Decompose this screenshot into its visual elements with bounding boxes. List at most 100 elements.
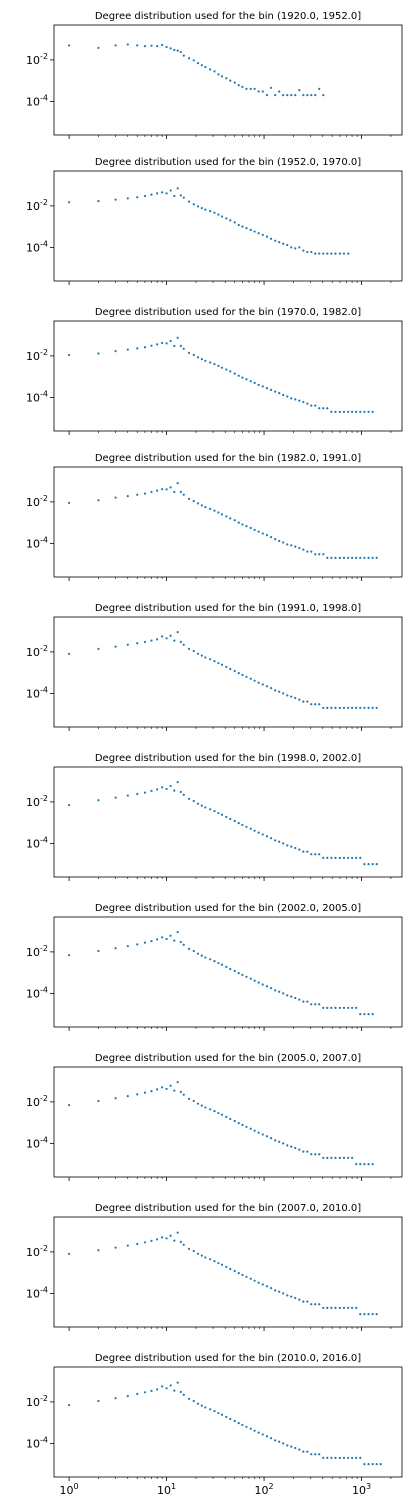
data-point <box>326 706 329 709</box>
data-point <box>143 346 147 349</box>
data-point <box>367 1463 370 1466</box>
data-point <box>294 247 297 250</box>
data-point <box>192 1399 195 1403</box>
subplot-title: Degree distribution used for the bin (20… <box>95 1053 361 1064</box>
data-point <box>204 656 207 659</box>
data-point <box>265 235 269 238</box>
data-point <box>359 1163 362 1166</box>
data-point <box>274 1139 277 1142</box>
data-point <box>245 1425 248 1428</box>
data-point <box>359 706 362 709</box>
data-point <box>334 252 337 255</box>
data-point <box>363 1313 366 1316</box>
data-point <box>347 556 350 559</box>
data-point <box>182 1243 185 1246</box>
data-point <box>182 347 185 350</box>
data-point <box>241 85 244 88</box>
data-point <box>257 831 260 834</box>
data-point <box>294 1446 297 1450</box>
data-point <box>161 1236 164 1239</box>
data-point <box>176 482 179 485</box>
data-point <box>126 495 129 498</box>
data-point <box>334 1456 337 1459</box>
data-point <box>136 196 139 199</box>
data-point <box>371 706 374 709</box>
data-point <box>371 1313 374 1316</box>
data-point <box>176 780 179 784</box>
data-point <box>233 1119 236 1123</box>
data-point <box>161 341 164 345</box>
data-point <box>286 994 289 997</box>
data-point <box>363 706 366 709</box>
data-point <box>179 1390 182 1394</box>
data-point <box>306 1150 309 1153</box>
data-point <box>334 410 337 413</box>
data-point <box>173 48 176 52</box>
data-point <box>269 388 273 391</box>
data-point <box>165 1237 168 1240</box>
subplot-6: Degree distribution used for the bin (19… <box>26 753 403 881</box>
data-point <box>286 395 289 398</box>
x-tick-label: 100 <box>60 1482 79 1497</box>
data-point <box>371 1013 374 1016</box>
data-point <box>326 556 329 559</box>
data-point <box>126 643 129 646</box>
data-point <box>200 954 203 957</box>
data-point <box>165 45 168 49</box>
data-point <box>245 1275 248 1278</box>
data-point <box>257 981 260 984</box>
data-point <box>126 197 129 200</box>
data-point <box>114 1246 117 1249</box>
data-point <box>68 1104 71 1107</box>
data-point <box>225 368 228 371</box>
data-point <box>318 87 321 90</box>
data-point <box>165 192 168 195</box>
data-point <box>326 1306 329 1309</box>
data-point <box>182 493 185 496</box>
data-point <box>126 794 129 797</box>
data-point <box>286 844 289 847</box>
data-point <box>169 1084 172 1087</box>
data-point <box>330 1006 333 1009</box>
data-point <box>213 659 216 663</box>
data-point <box>269 1136 273 1140</box>
data-point <box>165 1387 168 1390</box>
data-point <box>269 686 273 690</box>
data-point <box>257 232 260 235</box>
data-point <box>161 1385 164 1388</box>
data-point <box>347 856 350 859</box>
data-point <box>176 1080 179 1084</box>
data-point <box>342 706 346 709</box>
data-point <box>278 1290 281 1293</box>
data-point <box>220 513 224 516</box>
data-point <box>367 410 370 413</box>
data-point <box>351 856 354 859</box>
y-tick-label: 10-4 <box>26 985 48 1000</box>
data-point <box>310 1453 313 1456</box>
data-point <box>136 642 139 645</box>
data-point <box>282 94 285 97</box>
data-point <box>342 1156 346 1159</box>
data-point <box>314 94 317 97</box>
data-point <box>294 696 297 700</box>
data-point <box>136 44 139 47</box>
data-point <box>209 361 212 364</box>
data-point <box>209 507 212 510</box>
data-point <box>245 378 248 381</box>
data-point <box>342 410 346 413</box>
data-point <box>261 233 264 236</box>
data-point <box>253 1129 256 1132</box>
data-point <box>261 90 264 93</box>
data-point <box>363 556 366 559</box>
data-point <box>176 336 179 339</box>
data-point <box>302 1300 305 1303</box>
data-point <box>351 1156 354 1159</box>
data-point <box>229 517 232 520</box>
data-point <box>200 504 203 507</box>
y-tick-label: 10-2 <box>26 198 48 213</box>
data-point <box>310 1003 313 1006</box>
data-point <box>257 383 260 386</box>
data-point <box>169 1234 172 1237</box>
data-point <box>298 998 301 1001</box>
data-point <box>182 1393 185 1396</box>
